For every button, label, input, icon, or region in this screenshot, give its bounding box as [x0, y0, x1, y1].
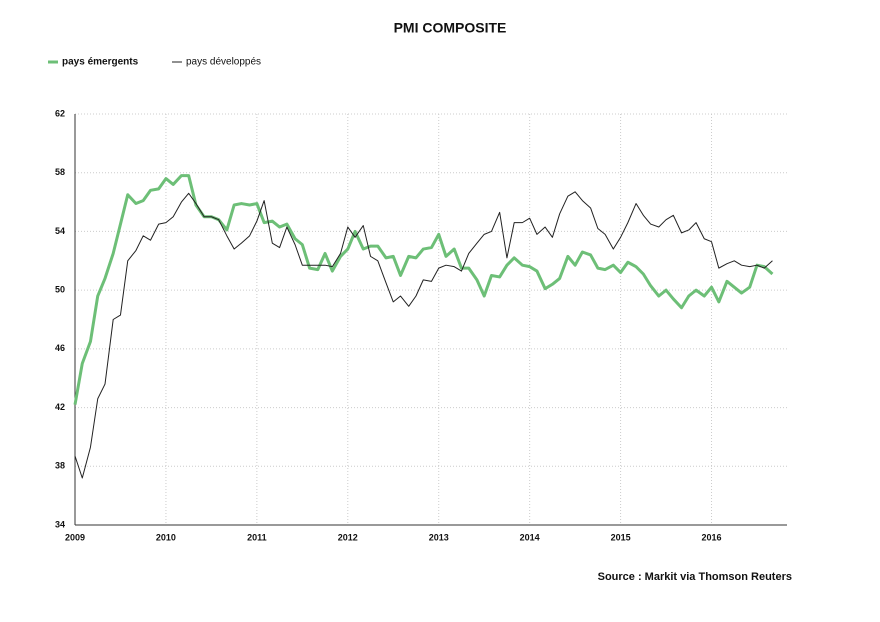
series-line: [73, 174, 774, 405]
x-tick-label: 2012: [338, 532, 358, 542]
y-tick-label: 34: [55, 519, 65, 529]
x-tick-label: 2011: [247, 532, 267, 542]
chart-title: PMI COMPOSITE: [394, 20, 507, 36]
x-tick-label: 2010: [156, 532, 176, 542]
x-tick-label: 2016: [702, 532, 722, 542]
y-tick-label: 58: [55, 167, 65, 177]
y-tick-label: 54: [55, 226, 65, 236]
x-tick-label: 2014: [520, 532, 540, 542]
source: Source : Markit via Thomson Reuters: [598, 571, 792, 583]
legend-label: pays émergents: [62, 57, 139, 68]
x-tick-label: 2009: [65, 532, 85, 542]
y-tick-label: 50: [55, 285, 65, 295]
legend-label: pays développés: [186, 57, 261, 68]
y-tick-label: 38: [55, 461, 65, 471]
y-tick-label: 42: [55, 402, 65, 412]
x-tick-label: 2013: [429, 532, 449, 542]
series-line: [74, 191, 773, 479]
y-tick-label: 62: [55, 108, 65, 118]
x-tick-label: 2015: [611, 532, 631, 542]
y-tick-label: 46: [55, 343, 65, 353]
